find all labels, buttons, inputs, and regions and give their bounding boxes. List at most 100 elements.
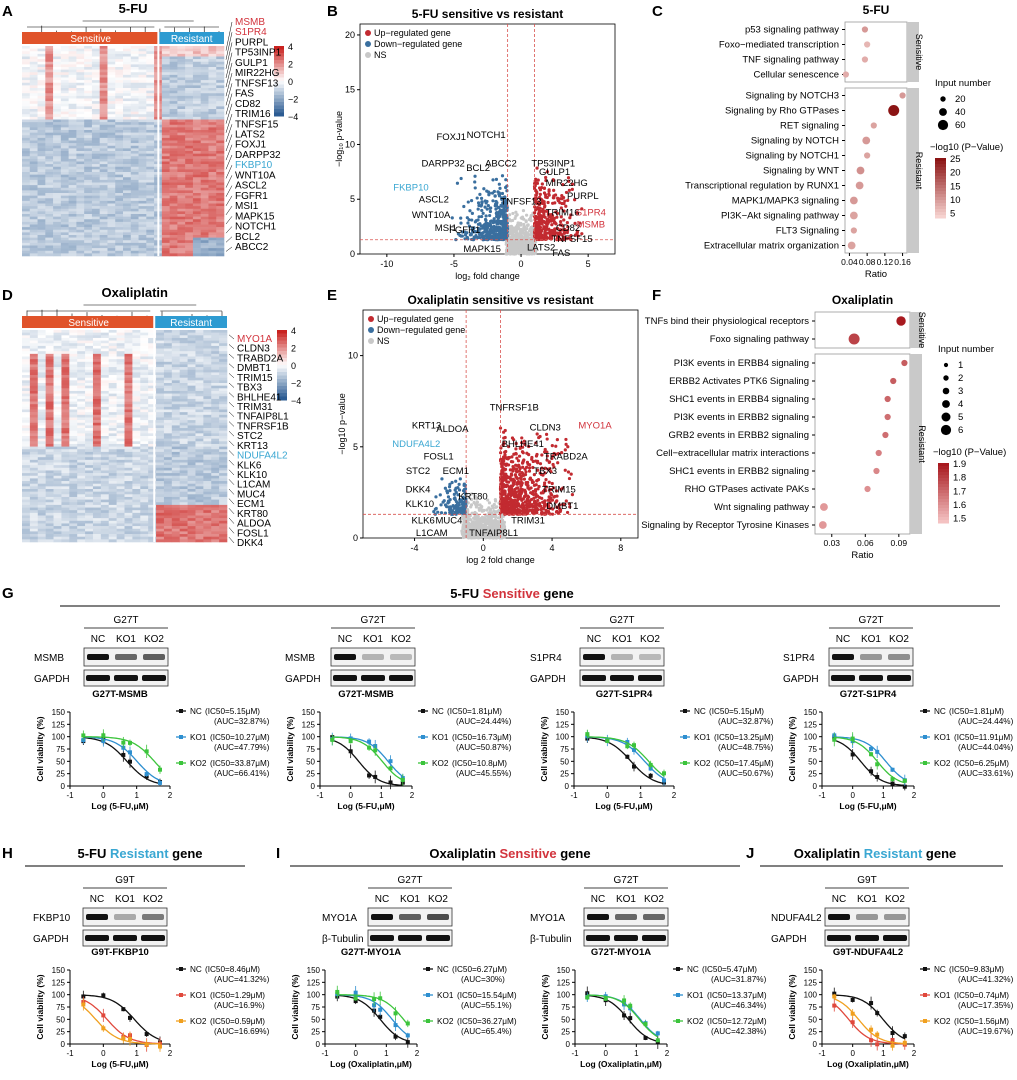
heatmap-cell <box>187 502 196 506</box>
heatmap-cell <box>148 451 157 455</box>
heatmap-cell <box>92 523 102 527</box>
heatmap-cell <box>92 364 102 368</box>
heatmap-cell <box>124 523 133 527</box>
heatmap-cell <box>123 182 132 186</box>
heatmap-cell <box>22 534 31 537</box>
heatmap-cell <box>219 478 228 482</box>
heatmap-cell <box>108 425 117 429</box>
heatmap-cell <box>192 174 201 178</box>
heatmap-cell <box>53 242 62 246</box>
heatmap-cell <box>53 145 62 149</box>
heatmap-cell <box>68 198 77 202</box>
heatmap-cell <box>177 51 186 55</box>
heatmap-cell <box>77 420 86 424</box>
heatmap-cell <box>22 53 31 57</box>
heatmap-cell <box>53 515 62 519</box>
heatmap-cell <box>161 137 170 141</box>
gene-label: KLK6 <box>237 460 262 471</box>
gene-label: ECM1 <box>237 499 265 510</box>
heatmap-cell <box>45 61 54 65</box>
color-legend-step <box>274 67 284 71</box>
gene-connector <box>225 205 233 216</box>
heatmap-cell <box>203 475 212 479</box>
gene-label: TNFSF13 <box>235 78 279 89</box>
heatmap-cell <box>203 412 212 416</box>
heatmap-cell <box>29 221 38 225</box>
heatmap-cell <box>45 158 54 162</box>
heatmap-cell <box>29 446 39 450</box>
heatmap-cell <box>99 216 108 220</box>
heatmap-cell <box>179 412 188 416</box>
heatmap-cell <box>29 111 38 115</box>
color-legend-step <box>274 60 284 64</box>
heatmap-cell <box>60 61 69 65</box>
heatmap-cell <box>185 135 194 139</box>
heatmap-cell <box>177 109 186 112</box>
heatmap-cell <box>37 164 46 168</box>
heatmap-cell <box>68 211 77 215</box>
heatmap-cell <box>208 214 217 217</box>
heatmap-cell <box>200 229 209 233</box>
heatmap-cell <box>123 172 132 175</box>
heatmap-cell <box>53 64 62 68</box>
heatmap-cell <box>53 393 62 397</box>
heatmap-cell <box>177 156 186 160</box>
heatmap-cell <box>211 433 220 437</box>
heatmap-cell <box>45 465 54 469</box>
heatmap-cell <box>123 187 132 191</box>
heatmap-cell <box>146 219 155 223</box>
heatmap-cell <box>116 504 125 508</box>
heatmap-cell <box>140 454 149 458</box>
heatmap-cell <box>132 420 141 424</box>
heatmap-cell <box>216 248 225 252</box>
heatmap-cell <box>156 465 165 469</box>
heatmap-cell <box>123 203 132 207</box>
heatmap-cell <box>29 473 39 477</box>
heatmap-cell <box>100 539 110 543</box>
heatmap-cell <box>123 56 132 60</box>
heatmap-cell <box>179 499 188 503</box>
heatmap-cell <box>29 200 38 204</box>
heatmap-cell <box>53 214 62 217</box>
heatmap-cell <box>208 103 217 107</box>
heatmap-cell <box>192 211 201 215</box>
heatmap-cell <box>171 449 180 453</box>
heatmap-cell <box>68 101 77 105</box>
heatmap-cell <box>108 388 117 392</box>
heatmap-cell <box>216 72 225 76</box>
heatmap-cell <box>53 422 62 426</box>
heatmap-cell <box>195 489 204 492</box>
heatmap-cell <box>22 214 31 217</box>
heatmap-cell <box>37 481 46 484</box>
heatmap-cell <box>107 67 116 70</box>
heatmap-cell <box>200 208 209 212</box>
heatmap-cell <box>219 510 228 514</box>
heatmap-cell <box>45 98 54 102</box>
heatmap-cell <box>132 428 141 431</box>
heatmap-cell <box>22 396 31 400</box>
heatmap-cell <box>187 428 196 431</box>
heatmap-cell <box>200 158 209 162</box>
heatmap-cell <box>195 491 204 495</box>
heatmap-cell <box>22 483 31 487</box>
heatmap-cell <box>85 372 94 376</box>
heatmap-cell <box>29 130 38 133</box>
heatmap-cell <box>61 534 70 537</box>
heatmap-cell <box>69 473 78 477</box>
heatmap-cell <box>77 330 86 333</box>
heatmap-cell <box>68 216 77 220</box>
heatmap-cell <box>200 72 209 76</box>
heatmap-cell <box>124 462 133 466</box>
heatmap-cell <box>37 148 46 152</box>
heatmap-cell <box>61 401 70 405</box>
heatmap-cell <box>68 185 77 189</box>
heatmap-cell <box>115 229 124 233</box>
heatmap-cell <box>77 401 86 405</box>
heatmap-cell <box>169 156 178 160</box>
heatmap-cell <box>208 224 217 228</box>
heatmap-cell <box>140 406 149 410</box>
heatmap-cell <box>130 219 139 223</box>
heatmap-cell <box>22 422 31 426</box>
heatmap-cell <box>148 462 157 466</box>
heatmap-cell <box>85 359 94 363</box>
